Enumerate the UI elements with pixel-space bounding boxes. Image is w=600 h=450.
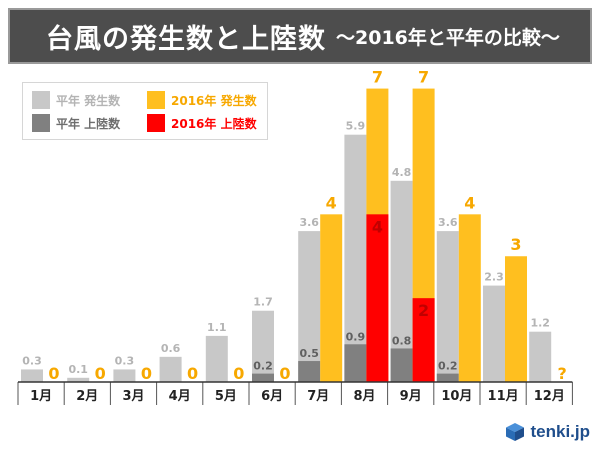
label-2016-formation: 4 — [464, 193, 475, 212]
label-avg-formation: 3.6 — [438, 216, 458, 229]
label-avg-formation: 1.2 — [530, 317, 550, 330]
tenki-logo-text: tenki.jp — [530, 422, 590, 441]
chart-subtitle: ～2016年と平年の比較～ — [336, 26, 560, 49]
bar-avg-formation — [67, 377, 90, 382]
label-avg-formation: 2.3 — [484, 271, 504, 284]
label-2016-formation: 7 — [418, 68, 429, 87]
x-tick-label: 6月 — [261, 389, 283, 404]
label-avg-formation: 4.8 — [392, 166, 412, 179]
legend-swatch-2016-landfall — [147, 114, 165, 132]
x-tick-label: 5月 — [215, 389, 237, 404]
x-tick-label: 4月 — [169, 389, 191, 404]
label-avg-landfall: 0.2 — [438, 360, 458, 373]
bar-2016-formation — [505, 256, 527, 382]
label-2016-landfall: 2 — [418, 301, 429, 320]
x-tick-label: 3月 — [122, 389, 144, 404]
bar-avg-landfall — [436, 373, 459, 382]
bar-2016-formation — [458, 214, 481, 382]
x-tick-label: 1月 — [30, 389, 52, 404]
title-bar: 台風の発生数と上陸数 ～2016年と平年の比較～ — [8, 8, 592, 64]
label-avg-landfall: 0.5 — [299, 347, 319, 360]
bar-avg-formation — [205, 335, 228, 382]
label-2016-formation: 0 — [141, 364, 152, 383]
legend-item-2016-formation: 2016年 発生数 — [147, 91, 257, 109]
label-2016-formation: 7 — [372, 68, 383, 87]
label-avg-landfall: 0.8 — [392, 334, 412, 347]
bar-avg-formation — [159, 356, 182, 382]
label-avg-formation: 3.6 — [299, 216, 319, 229]
bar-avg-landfall — [298, 361, 321, 382]
legend-swatch-avg-formation — [32, 91, 50, 109]
legend-label-avg-landfall: 平年 上陸数 — [56, 116, 121, 131]
legend-swatch-avg-landfall — [32, 114, 50, 132]
label-2016-formation: 0 — [48, 364, 59, 383]
label-2016-formation: 0 — [233, 364, 244, 383]
bar-2016-formation — [320, 214, 343, 382]
bar-avg-landfall — [344, 344, 367, 382]
bar-avg-formation — [436, 231, 459, 382]
bar-avg-formation — [390, 180, 413, 382]
bar-2016-landfall — [412, 298, 435, 382]
bar-avg-formation — [483, 285, 505, 382]
bar-avg-formation — [113, 369, 136, 382]
x-tick-label: 7月 — [307, 389, 329, 404]
legend-label-2016-formation: 2016年 発生数 — [171, 93, 257, 108]
x-tick-label: 2月 — [76, 389, 98, 404]
label-avg-formation: 0.6 — [161, 342, 181, 355]
bar-avg-formation — [21, 369, 43, 382]
legend-swatch-2016-formation — [147, 91, 165, 109]
label-2016-formation: 0 — [187, 364, 198, 383]
bar-avg-formation — [344, 134, 367, 382]
bar-avg-formation — [298, 231, 321, 382]
label-2016-formation: 0 — [279, 364, 290, 383]
label-avg-formation: 1.1 — [207, 321, 227, 334]
label-avg-formation: 0.1 — [68, 363, 88, 376]
bar-avg-formation — [529, 331, 552, 382]
bar-2016-landfall — [366, 214, 389, 382]
x-tick-label: 11月 — [488, 389, 519, 404]
x-tick-label: 8月 — [353, 389, 375, 404]
chart-title: 台風の発生数と上陸数 — [46, 23, 326, 55]
label-avg-formation: 0.3 — [115, 354, 135, 367]
bar-avg-landfall — [390, 348, 413, 382]
legend-item-avg-landfall: 平年 上陸数 — [32, 114, 120, 132]
x-tick-label: 12月 — [534, 389, 565, 404]
label-avg-formation: 0.3 — [22, 354, 42, 367]
label-2016-landfall: 4 — [372, 217, 383, 236]
label-avg-landfall: 0.2 — [253, 360, 273, 373]
label-avg-formation: 1.7 — [253, 296, 273, 309]
legend: 平年 発生数 2016年 発生数 平年 上陸数 2016年 上陸数 — [22, 82, 268, 140]
tenki-logo: tenki.jp — [505, 422, 590, 442]
legend-label-avg-formation: 平年 発生数 — [56, 93, 121, 108]
label-2016-formation: 0 — [95, 364, 106, 383]
label-avg-formation: 5.9 — [346, 120, 366, 133]
label-2016-formation: 3 — [510, 235, 521, 254]
legend-item-2016-landfall: 2016年 上陸数 — [147, 114, 257, 132]
label-avg-landfall: 0.9 — [346, 330, 366, 343]
bar-avg-formation — [252, 310, 274, 382]
label-2016-formation: ? — [558, 364, 567, 383]
x-tick-label: 9月 — [400, 389, 422, 404]
label-2016-formation: 4 — [326, 193, 337, 212]
x-tick-label: 10月 — [441, 389, 472, 404]
legend-item-avg-formation: 平年 発生数 — [32, 91, 120, 109]
tenki-cube-icon — [506, 423, 525, 441]
bar-avg-landfall — [252, 373, 274, 382]
legend-label-2016-landfall: 2016年 上陸数 — [171, 116, 257, 131]
